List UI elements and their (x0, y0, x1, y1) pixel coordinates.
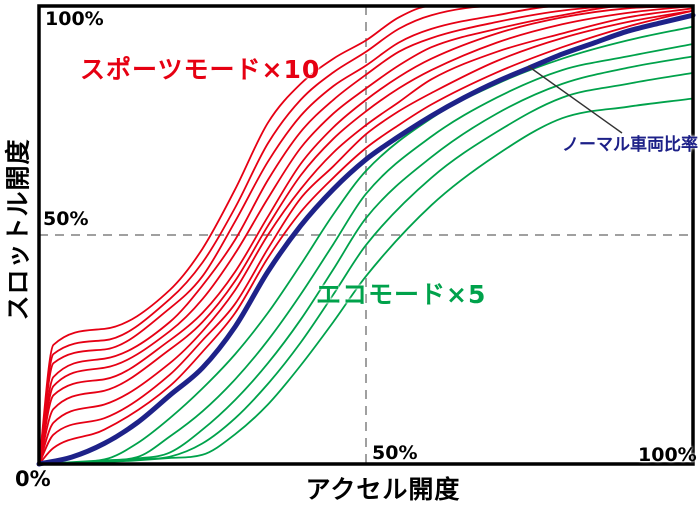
origin-tick-0: 0% (15, 467, 51, 491)
normal-ratio-label: ノーマル車両比率 (562, 135, 698, 155)
y-tick-50: 50% (43, 208, 89, 230)
curve-sport-4 (38, 5, 694, 465)
y-tick-100: 100% (45, 8, 104, 30)
curve-eco-1 (38, 25, 694, 465)
sport-mode-label: スポーツモード×10 (80, 55, 321, 84)
curves-group (36, 5, 696, 467)
curve-sport-5 (38, 5, 694, 465)
curve-eco-4 (38, 72, 694, 465)
x-axis-title: アクセル開度 (305, 475, 461, 504)
curve-sport-2 (38, 9, 694, 465)
plot-border (37, 4, 695, 466)
curve-sport-1 (38, 9, 694, 465)
eco-mode-label: エコモード×5 (316, 280, 487, 309)
curve-eco-3 (38, 55, 694, 465)
curve-sport-7 (38, 5, 694, 465)
normal-leader-line (527, 65, 623, 134)
curve-sport-8 (38, 5, 694, 465)
x-tick-100: 100% (638, 444, 697, 466)
curve-eco-2 (38, 43, 694, 465)
curve-sport-3 (38, 7, 694, 465)
y-axis-title: スロットル開度 (3, 138, 33, 321)
curve-sport-6 (38, 5, 694, 465)
x-tick-50: 50% (372, 442, 418, 464)
curve-normal (36, 12, 696, 467)
